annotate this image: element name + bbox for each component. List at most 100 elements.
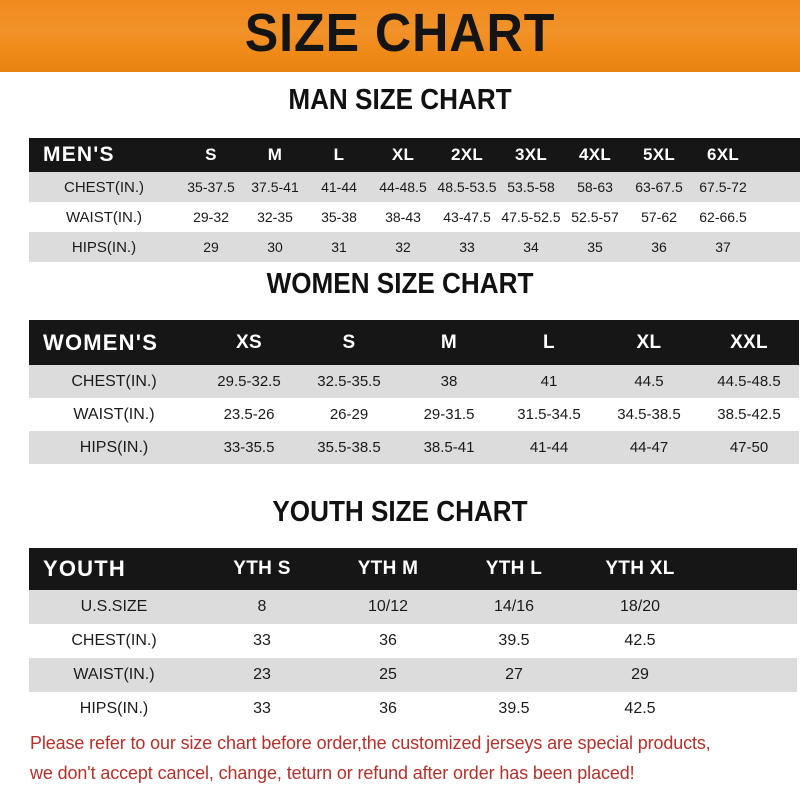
women-cell: 44.5 [634, 373, 664, 390]
men-row-label: WAIST(IN.) [65, 208, 143, 226]
men-cell: 47.5-52.5 [501, 209, 561, 225]
youth-cell-filler [703, 658, 797, 692]
men-section-title: MAN SIZE CHART [288, 84, 512, 116]
men-column-header: M [267, 145, 283, 164]
women-cell: 26-29 [329, 406, 369, 423]
page-banner: SIZE CHART [0, 0, 800, 72]
men-cell: 53.5-58 [507, 179, 555, 195]
youth-cell: 39.5 [498, 700, 530, 717]
men-cell: 52.5-57 [571, 209, 619, 225]
men-cell: 29 [203, 239, 219, 255]
women-section-title: WOMEN SIZE CHART [266, 268, 534, 300]
youth-size-table: YOUTH YTH S YTH M YTH L YTH XL U.S.SIZE 8 10/12… [29, 548, 797, 726]
table-row: WAIST(IN.) 29-32 32-35 35-38 38-43 43-47.5 47.… [29, 202, 800, 232]
youth-row-label: U.S.SIZE [80, 598, 148, 615]
table-row: HIPS(IN.) 33 36 39.5 42.5 [29, 692, 797, 726]
women-cell: 44-47 [629, 439, 669, 456]
men-row-label: CHEST(IN.) [64, 178, 144, 196]
men-cell: 32 [395, 239, 411, 255]
men-column-header: 3XL [514, 145, 548, 164]
youth-cell: 42.5 [624, 700, 656, 717]
youth-cell: 39.5 [498, 632, 530, 649]
table-row: WAIST(IN.) 23 25 27 29 [29, 658, 797, 692]
youth-row-label: HIPS(IN.) [79, 700, 149, 717]
men-cell: 29-32 [193, 209, 229, 225]
men-cell: 37 [715, 239, 731, 255]
women-size-table: WOMEN'S XS S M L XL XXL CHEST(IN.) 29.5-32.5 32.5… [29, 320, 799, 464]
youth-cell: 10/12 [367, 598, 409, 615]
men-column-header: XL [391, 145, 415, 164]
men-cell-filler [755, 232, 800, 262]
men-cell: 30 [267, 239, 283, 255]
men-cell: 67.5-72 [699, 179, 747, 195]
men-cell: 43-47.5 [443, 209, 491, 225]
table-row: CHEST(IN.) 35-37.5 37.5-41 41-44 44-48.5 48.5… [29, 172, 800, 202]
women-cell: 41-44 [529, 439, 569, 456]
youth-row-label: WAIST(IN.) [73, 666, 155, 683]
women-cell: 41 [540, 373, 558, 390]
men-cell: 35 [587, 239, 603, 255]
women-cell: 47-50 [729, 439, 769, 456]
women-cell: 31.5-34.5 [517, 406, 581, 423]
men-cell: 34 [523, 239, 539, 255]
men-column-header: 2XL [450, 145, 484, 164]
women-column-header: L [543, 331, 555, 353]
youth-cell: 25 [379, 666, 397, 683]
men-cell: 37.5-41 [251, 179, 299, 195]
youth-cell: 33 [253, 632, 271, 649]
youth-section-title: YOUTH SIZE CHART [272, 496, 528, 528]
table-row: CHEST(IN.) 29.5-32.5 32.5-35.5 38 41 44.5 44.5… [29, 365, 799, 398]
youth-cell: 23 [253, 666, 271, 683]
women-cell: 29-31.5 [423, 406, 475, 423]
women-row-label: HIPS(IN.) [79, 438, 149, 456]
men-row-label: HIPS(IN.) [71, 238, 137, 256]
men-cell: 36 [651, 239, 667, 255]
youth-cell: 14/16 [493, 598, 535, 615]
men-cell: 58-63 [577, 179, 613, 195]
women-column-header: S [342, 331, 356, 353]
youth-column-header: YTH S [233, 558, 291, 579]
women-cell: 33-35.5 [223, 439, 275, 456]
men-column-header: 6XL [706, 145, 740, 164]
men-column-header: 5XL [642, 145, 676, 164]
women-column-header: M [440, 331, 458, 353]
youth-row-label: CHEST(IN.) [71, 632, 157, 649]
disclaimer-line-1: Please refer to our size chart before or… [30, 732, 711, 753]
women-cell: 35.5-38.5 [317, 439, 381, 456]
men-cell: 38-43 [385, 209, 421, 225]
women-cell: 23.5-26 [223, 406, 275, 423]
youth-cell: 36 [379, 632, 397, 649]
men-header-label: MEN'S [43, 143, 115, 166]
women-header-label: WOMEN'S [43, 329, 159, 355]
men-cell: 57-62 [641, 209, 677, 225]
men-cell: 31 [331, 239, 347, 255]
youth-header-filler [703, 548, 797, 590]
order-disclaimer: Please refer to our size chart before or… [30, 728, 756, 788]
men-cell-filler [755, 202, 800, 232]
men-cell: 63-67.5 [635, 179, 683, 195]
men-cell: 32-35 [257, 209, 293, 225]
page-title: SIZE CHART [244, 3, 556, 63]
men-size-table: MEN'S S M L XL 2XL 3XL 4XL 5XL 6XL CHEST(IN.) 35-37… [29, 138, 800, 262]
youth-header-row: YOUTH YTH S YTH M YTH L YTH XL [29, 548, 797, 590]
women-cell: 44.5-48.5 [717, 373, 781, 390]
women-column-header: XS [236, 331, 262, 353]
disclaimer-line-2: we don't accept cancel, change, teturn o… [30, 762, 635, 783]
youth-cell: 27 [505, 666, 523, 683]
women-cell: 38.5-42.5 [717, 406, 781, 423]
women-column-header: XL [636, 331, 662, 353]
men-cell: 62-66.5 [699, 209, 747, 225]
women-column-header: XXL [730, 331, 768, 353]
men-cell: 41-44 [321, 179, 357, 195]
table-row: U.S.SIZE 8 10/12 14/16 18/20 [29, 590, 797, 624]
youth-table-body: YOUTH YTH S YTH M YTH L YTH XL U.S.SIZE 8 10/12… [29, 548, 797, 726]
men-cell: 44-48.5 [379, 179, 427, 195]
youth-column-header: YTH L [485, 558, 543, 579]
women-header-row: WOMEN'S XS S M L XL XXL [29, 320, 799, 365]
men-cell: 35-37.5 [187, 179, 235, 195]
men-header-filler [755, 138, 800, 172]
youth-cell: 29 [631, 666, 649, 683]
men-cell: 33 [459, 239, 475, 255]
women-cell: 32.5-35.5 [317, 373, 381, 390]
